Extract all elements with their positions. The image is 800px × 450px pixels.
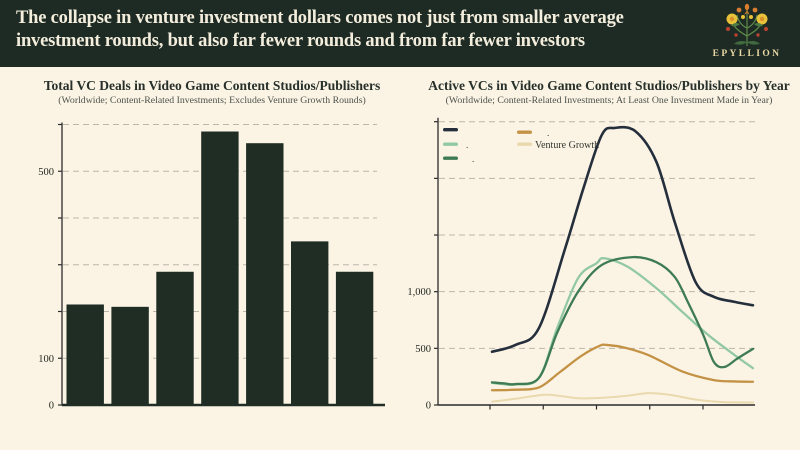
line-series-3 xyxy=(490,255,755,386)
brand-name: EPYLLION xyxy=(712,49,782,59)
legend-swatch xyxy=(443,156,458,160)
legend-label: Venture Growth xyxy=(535,140,599,151)
bar xyxy=(291,241,329,405)
legend-swatch xyxy=(517,142,532,146)
right-chart-title: Active VCs in Video Game Content Studios… xyxy=(428,78,790,93)
legend-swatch xyxy=(443,142,458,146)
right-chart-header: Active VCs in Video Game Content Studios… xyxy=(420,78,798,106)
left-chart-title: Total VC Deals in Video Game Content Stu… xyxy=(43,78,381,93)
y-axis-label: 0 xyxy=(426,401,431,412)
header-banner: The collapse in venture investment dolla… xyxy=(0,0,800,67)
y-axis-label: 500 xyxy=(415,344,431,355)
left-chart-header: Total VC Deals in Video Game Content Stu… xyxy=(28,78,396,106)
y-axis-label: 500 xyxy=(38,167,54,178)
y-axis-label: 0 xyxy=(49,401,54,412)
legend-swatch xyxy=(517,130,532,134)
bar xyxy=(66,304,104,405)
bar xyxy=(111,306,149,405)
bar xyxy=(335,271,374,405)
bar xyxy=(201,131,239,405)
line-series-4 xyxy=(490,343,755,392)
flower-ornament-icon xyxy=(725,3,769,46)
line-series-2 xyxy=(490,257,755,387)
legend-label: . xyxy=(466,140,468,150)
legend-swatch xyxy=(443,128,458,132)
bar xyxy=(156,271,194,405)
line-series-1 xyxy=(490,125,755,354)
legend-label: . xyxy=(472,154,474,164)
bar xyxy=(246,143,284,405)
legend-label: . xyxy=(547,128,549,138)
left-chart-subtitle: (Worldwide; Content-Related Investments;… xyxy=(58,95,366,106)
y-axis-label: 100 xyxy=(38,354,54,365)
headline-text: The collapse in venture investment dolla… xyxy=(16,8,624,51)
line-series-5 xyxy=(491,392,754,404)
y-axis-label: 1,000 xyxy=(407,287,431,298)
brand-logo: EPYLLION xyxy=(702,2,792,66)
right-chart-subtitle: (Worldwide; Content-Related Investments;… xyxy=(445,95,773,106)
